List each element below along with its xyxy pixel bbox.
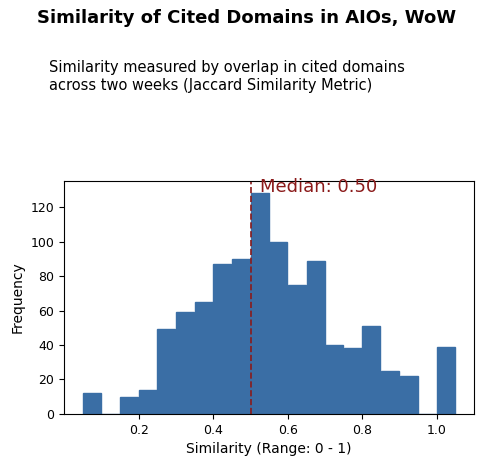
Bar	[158, 330, 175, 414]
Text: Similarity measured by overlap in cited domains
across two weeks (Jaccard Simila: Similarity measured by overlap in cited …	[49, 60, 405, 93]
Bar	[195, 302, 213, 414]
Bar	[120, 397, 138, 414]
Bar	[306, 260, 325, 414]
Bar	[269, 242, 288, 414]
Bar	[381, 371, 399, 414]
Bar	[288, 285, 306, 414]
Bar	[83, 393, 101, 414]
Bar	[176, 312, 194, 414]
Bar	[400, 376, 418, 414]
Bar	[437, 347, 455, 414]
Bar	[325, 345, 343, 414]
Bar	[363, 326, 380, 414]
Text: Median: 0.50: Median: 0.50	[260, 178, 377, 196]
Bar	[250, 193, 269, 414]
X-axis label: Similarity (Range: 0 - 1): Similarity (Range: 0 - 1)	[186, 442, 352, 456]
Bar	[213, 264, 231, 414]
Bar	[139, 390, 157, 414]
Text: Similarity of Cited Domains in AIOs, WoW: Similarity of Cited Domains in AIOs, WoW	[38, 9, 456, 27]
Bar	[232, 259, 250, 414]
Bar	[344, 348, 362, 414]
Y-axis label: Frequency: Frequency	[11, 262, 25, 333]
